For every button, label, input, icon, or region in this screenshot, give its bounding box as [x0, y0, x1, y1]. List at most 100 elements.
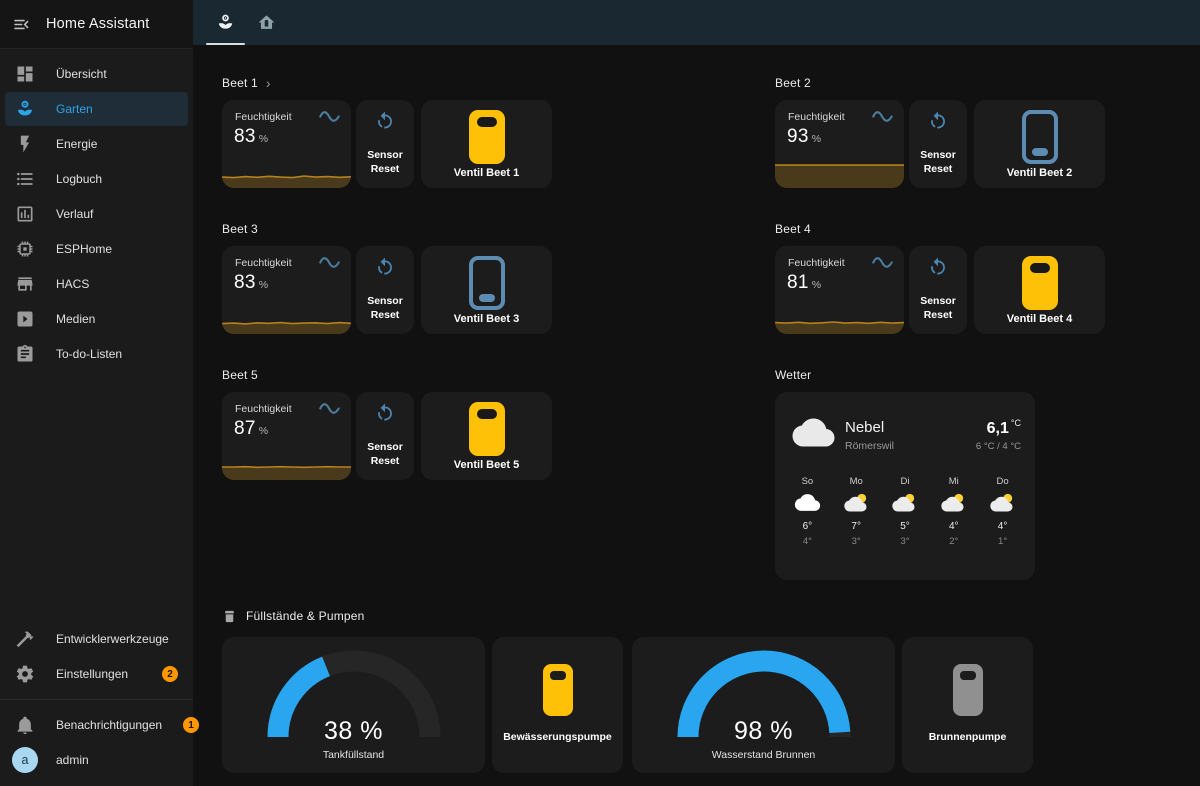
sidebar-item-benachrichtigungen[interactable]: Benachrichtigungen 1 [5, 708, 200, 742]
sine-wave-icon [319, 402, 340, 415]
forecast-day: Mo 7° 3° [832, 476, 881, 547]
section-title: Beet 4 [775, 222, 811, 236]
tank-icon [222, 609, 237, 624]
forecast-day: Mi 4° 2° [929, 476, 978, 547]
sine-wave-icon [319, 110, 340, 123]
section-header[interactable]: Wetter [775, 367, 1035, 383]
sensor-unit: % [811, 279, 822, 291]
sensor-reset-button[interactable]: Sensor Reset [356, 100, 414, 188]
sensor-value: 87 [234, 418, 256, 439]
reset-label: Sensor Reset [920, 294, 956, 321]
humidity-sensor-card[interactable]: Feuchtigkeit 83% [222, 246, 351, 334]
sidebar-item-verlauf[interactable]: Verlauf [5, 197, 188, 231]
well-pump-button[interactable]: Brunnenpumpe [902, 637, 1033, 773]
valve-button[interactable]: Ventil Beet 1 [421, 100, 552, 188]
bed-section-4: Beet 4 Feuchtigkeit 81% Sensor Reset Ven… [775, 221, 1107, 334]
sidebar-item-logbuch[interactable]: Logbuch [5, 162, 188, 196]
sensor-reset-button[interactable]: Sensor Reset [909, 246, 967, 334]
sidebar-item-einstellungen[interactable]: Einstellungen 2 [5, 657, 188, 691]
sidebar-item-todo-listen[interactable]: To-do-Listen [5, 337, 188, 371]
weather-location: Römerswil [845, 440, 895, 452]
valve-button[interactable]: Ventil Beet 4 [974, 246, 1105, 334]
sidebar-item-label: Einstellungen [56, 667, 129, 681]
settings-badge: 2 [162, 666, 178, 682]
tank-level-gauge-card[interactable]: 38 % Tankfüllstand [222, 637, 485, 773]
gauge-value: 38 % [324, 717, 383, 745]
sensor-label: Feuchtigkeit [235, 257, 292, 269]
section-header[interactable]: Beet 4 [775, 221, 1107, 237]
humidity-sensor-card[interactable]: Feuchtigkeit 81% [775, 246, 904, 334]
sensor-value: 83 [234, 272, 256, 293]
weather-forecast: So 6° 4° Mo 7° 3° Di 5° 3° Mi 4° 2° Do 4° 1° [783, 476, 1027, 547]
irrigation-pump-button[interactable]: Bewässerungspumpe [492, 637, 623, 773]
sidebar-item-medien[interactable]: Medien [5, 302, 188, 336]
sidebar-item-label: Medien [56, 312, 96, 326]
bed-section-3: Beet 3 Feuchtigkeit 83% Sensor Reset Ven… [222, 221, 554, 334]
forecast-day-label: Mi [948, 476, 959, 487]
section-header[interactable]: Beet 5 [222, 367, 554, 383]
partly-sunny-icon [989, 492, 1016, 513]
dashboard-icon [15, 64, 35, 84]
valve-icon [1021, 110, 1058, 164]
section-header[interactable]: Füllstände & Pumpen [222, 608, 1200, 624]
sidebar-item-esphome[interactable]: ESPHome [5, 232, 188, 266]
sensor-reset-button[interactable]: Sensor Reset [909, 100, 967, 188]
menu-open-icon[interactable] [12, 15, 31, 34]
section-title: Füllstände & Pumpen [246, 609, 365, 623]
well-level-gauge-card[interactable]: 98 % Wasserstand Brunnen [632, 637, 895, 773]
section-header[interactable]: Beet 1 › [222, 75, 554, 91]
restart-icon [928, 257, 949, 278]
sensor-value: 81 [787, 272, 809, 293]
sensor-label: Feuchtigkeit [235, 403, 292, 415]
gauge [267, 650, 440, 738]
sidebar-item-garten[interactable]: Garten [5, 92, 188, 126]
tab-garten[interactable] [205, 0, 246, 45]
tab-home[interactable] [246, 0, 287, 45]
section-header[interactable]: Beet 3 [222, 221, 554, 237]
sidebar-item-uebersicht[interactable]: Übersicht [5, 57, 188, 91]
humidity-sensor-card[interactable]: Feuchtigkeit 83% [222, 100, 351, 188]
forecast-low: 3° [851, 536, 861, 547]
valve-button[interactable]: Ventil Beet 3 [421, 246, 552, 334]
sidebar-item-label: Logbuch [56, 172, 103, 186]
forecast-day: So 6° 4° [783, 476, 832, 547]
valve-button[interactable]: Ventil Beet 2 [974, 100, 1105, 188]
reset-label: Sensor Reset [367, 440, 403, 467]
sidebar-item-energie[interactable]: Energie [5, 127, 188, 161]
restart-icon [375, 403, 396, 424]
humidity-sensor-card[interactable]: Feuchtigkeit 87% [222, 392, 351, 480]
weather-card[interactable]: Nebel Römerswil 6,1 °C 6 °C / 4 °C So 6° 4°… [775, 392, 1035, 580]
sidebar-user[interactable]: a admin [5, 743, 188, 777]
forecast-low: 3° [900, 536, 910, 547]
lightning-icon [15, 134, 35, 154]
forecast-high: 5° [900, 521, 910, 532]
forecast-high: 4° [997, 521, 1008, 532]
section-title: Beet 2 [775, 76, 811, 90]
top-bar [193, 0, 1200, 45]
valve-button[interactable]: Ventil Beet 5 [421, 392, 552, 480]
hammer-icon [15, 629, 35, 649]
sidebar-item-label: To-do-Listen [56, 347, 123, 361]
forecast-day-label: Di [900, 476, 910, 487]
gauge [677, 650, 850, 738]
sidebar-item-hacs[interactable]: HACS [5, 267, 188, 301]
humidity-sensor-card[interactable]: Feuchtigkeit 93% [775, 100, 904, 188]
sidebar-bottom: Entwicklerwerkzeuge Einstellungen 2 Bena… [0, 621, 200, 786]
forecast-low: 4° [802, 536, 812, 547]
sensor-label: Feuchtigkeit [788, 111, 845, 123]
sprout-icon [15, 99, 35, 119]
section-title: Beet 3 [222, 222, 258, 236]
weather-section: Wetter Nebel Römerswil 6,1 °C 6 °C / 4 °C… [775, 367, 1035, 580]
chart-box-icon [15, 204, 35, 224]
sensor-reset-button[interactable]: Sensor Reset [356, 246, 414, 334]
sensor-reset-button[interactable]: Sensor Reset [356, 392, 414, 480]
sidebar-item-label: Verlauf [56, 207, 94, 221]
valve-icon [468, 110, 505, 164]
sidebar-nav: Übersicht Garten Energie Logbuch Verlauf ESPH… [0, 49, 193, 372]
weather-condition: Nebel [845, 419, 885, 436]
forecast-high: 7° [851, 521, 861, 532]
user-name: admin [56, 753, 89, 767]
restart-icon [928, 111, 949, 132]
sidebar-item-entwicklerwerkzeuge[interactable]: Entwicklerwerkzeuge [5, 622, 188, 656]
section-header[interactable]: Beet 2 [775, 75, 1107, 91]
